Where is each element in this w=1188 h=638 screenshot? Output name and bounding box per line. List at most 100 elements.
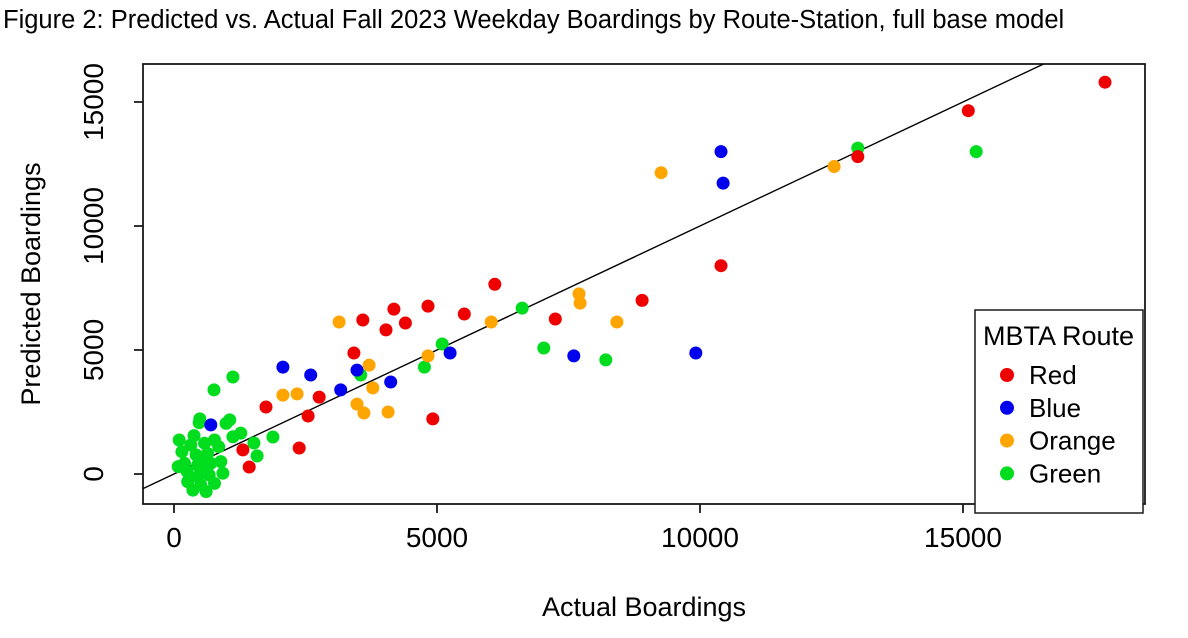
data-point-green (207, 383, 221, 397)
data-point-orange (654, 166, 668, 180)
data-point-red (312, 390, 326, 404)
x-tick-label: 0 (166, 522, 182, 553)
data-point-red (301, 409, 315, 423)
legend-swatch-green (1000, 466, 1014, 481)
data-point-blue (716, 176, 730, 190)
legend-label-blue: Blue (1029, 393, 1081, 423)
data-point-orange (366, 381, 380, 395)
data-point-red (851, 150, 865, 164)
data-point-orange (290, 387, 304, 401)
x-tick-label: 15000 (924, 522, 1002, 553)
y-tick-label: 15000 (78, 63, 109, 141)
data-point-green (208, 476, 221, 490)
data-point-blue (714, 145, 728, 159)
data-point-green (200, 463, 214, 477)
y-tick-label: 5000 (78, 319, 109, 381)
data-point-orange (357, 406, 371, 420)
data-point-red (1098, 75, 1112, 89)
data-point-blue (204, 418, 218, 432)
legend-label-orange: Orange (1029, 426, 1116, 456)
data-point-orange (332, 315, 346, 329)
data-point-green (219, 416, 233, 430)
data-point-green (192, 416, 206, 430)
data-point-orange (350, 397, 364, 411)
data-point-orange (484, 315, 498, 329)
legend-swatch-blue (1000, 400, 1014, 415)
identity-line (142, 63, 1044, 490)
data-point-green (214, 455, 228, 469)
x-axis-title: Actual Boardings (542, 592, 746, 622)
data-point-red (379, 323, 393, 337)
data-point-green (266, 430, 280, 444)
data-point-green (599, 353, 613, 367)
legend-swatch-red (1000, 368, 1014, 382)
data-point-red (635, 293, 649, 307)
data-point-green (171, 460, 185, 474)
y-tick-label: 0 (78, 466, 109, 482)
data-point-green (198, 436, 211, 450)
data-point-green (537, 341, 551, 355)
x-tick-label: 10000 (661, 522, 739, 553)
data-point-green (199, 485, 213, 499)
data-point-red (961, 104, 975, 118)
data-point-green (216, 466, 230, 480)
data-point-red (347, 346, 361, 360)
data-point-green (435, 337, 449, 351)
data-point-blue (689, 346, 703, 360)
data-point-green (196, 452, 210, 466)
y-axis-ticks: 0 5000 10000 15000 (78, 63, 143, 482)
data-point-green (172, 433, 186, 447)
y-tick-label: 10000 (78, 187, 109, 265)
data-point-orange (610, 315, 624, 329)
data-point-green (186, 483, 200, 497)
x-tick-label: 5000 (406, 522, 468, 553)
data-point-blue (276, 360, 290, 374)
data-point-orange (827, 160, 841, 173)
data-point-orange (573, 296, 587, 310)
data-point-green (187, 429, 201, 443)
data-point-blue (567, 349, 581, 363)
y-axis-title: Predicted Boardings (16, 162, 46, 405)
data-point-green (212, 440, 226, 454)
data-point-orange (362, 358, 376, 372)
data-point-blue (443, 346, 457, 360)
figure-title: Figure 2: Predicted vs. Actual Fall 2023… (3, 6, 1064, 34)
legend-label-green: Green (1029, 458, 1101, 488)
data-point-red (548, 312, 562, 326)
data-point-green (250, 449, 264, 463)
data-point-red (426, 412, 440, 426)
data-point-red (259, 400, 273, 414)
data-point-orange (421, 349, 435, 363)
data-point-orange (381, 405, 395, 419)
data-point-red (236, 443, 250, 457)
data-point-green (175, 445, 189, 459)
data-point-blue (350, 363, 364, 377)
data-point-green (247, 436, 261, 450)
data-point-green (226, 370, 240, 384)
data-points (171, 75, 1112, 499)
legend-title: MBTA Route (983, 321, 1134, 351)
data-point-red (714, 259, 728, 273)
data-point-red (421, 299, 435, 313)
data-point-green (969, 145, 983, 159)
data-point-orange (276, 388, 290, 402)
data-point-red (398, 316, 412, 330)
data-point-red (387, 302, 401, 316)
data-point-green (226, 430, 240, 444)
data-point-green (515, 301, 529, 315)
data-point-blue (334, 383, 348, 397)
data-point-red (457, 307, 471, 321)
data-point-blue (384, 375, 398, 389)
data-point-green (417, 360, 431, 374)
data-point-blue (304, 368, 318, 382)
data-point-red (242, 460, 256, 474)
x-axis-ticks: 0 5000 10000 15000 (166, 504, 1002, 553)
data-point-red (488, 277, 502, 291)
data-point-red (292, 441, 306, 455)
data-point-red (356, 313, 370, 327)
legend-swatch-orange (1000, 433, 1014, 448)
